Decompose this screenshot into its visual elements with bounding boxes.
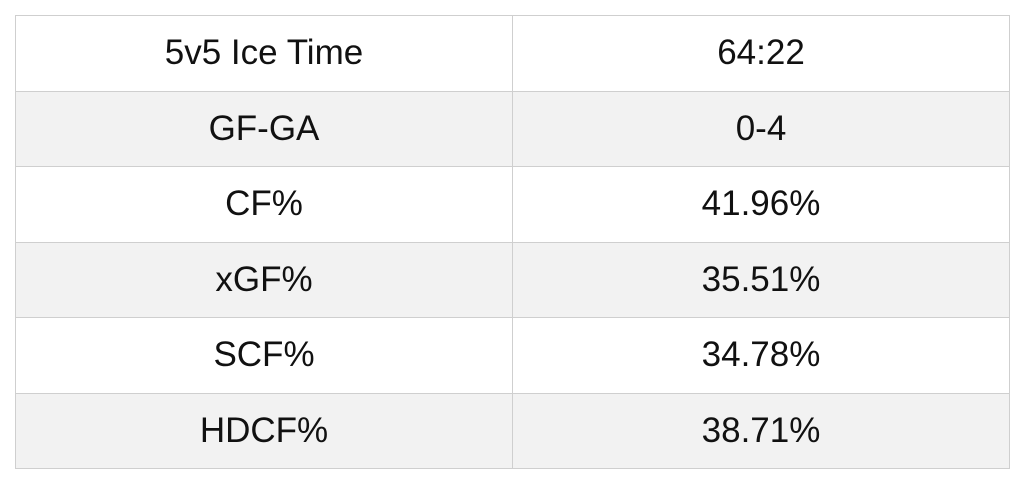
- table-row: GF-GA 0-4: [15, 90, 1010, 167]
- stats-table: 5v5 Ice Time 64:22 GF-GA 0-4 CF% 41.96% xGF% 35…: [15, 15, 1010, 469]
- table-row: HDCF% 38.71%: [15, 392, 1010, 469]
- stat-name: GF-GA: [15, 90, 513, 167]
- stat-name: CF%: [15, 166, 513, 243]
- stats-table-container: 5v5 Ice Time 64:22 GF-GA 0-4 CF% 41.96% xGF% 35…: [15, 15, 1010, 469]
- stat-value: 35.51%: [512, 241, 1010, 318]
- stat-value: 34.78%: [512, 317, 1010, 394]
- table-row: xGF% 35.51%: [15, 241, 1010, 318]
- stat-name: xGF%: [15, 241, 513, 318]
- table-body: 5v5 Ice Time 64:22 GF-GA 0-4 CF% 41.96% xGF% 35…: [15, 15, 1010, 469]
- stat-value: 64:22: [512, 15, 1010, 92]
- stat-value: 0-4: [512, 90, 1010, 167]
- table-row: 5v5 Ice Time 64:22: [15, 15, 1010, 92]
- stat-value: 41.96%: [512, 166, 1010, 243]
- table-row: CF% 41.96%: [15, 166, 1010, 243]
- stat-name: SCF%: [15, 317, 513, 394]
- stat-name: HDCF%: [15, 392, 513, 469]
- table-row: SCF% 34.78%: [15, 317, 1010, 394]
- stat-value: 38.71%: [512, 392, 1010, 469]
- stat-name: 5v5 Ice Time: [15, 15, 513, 92]
